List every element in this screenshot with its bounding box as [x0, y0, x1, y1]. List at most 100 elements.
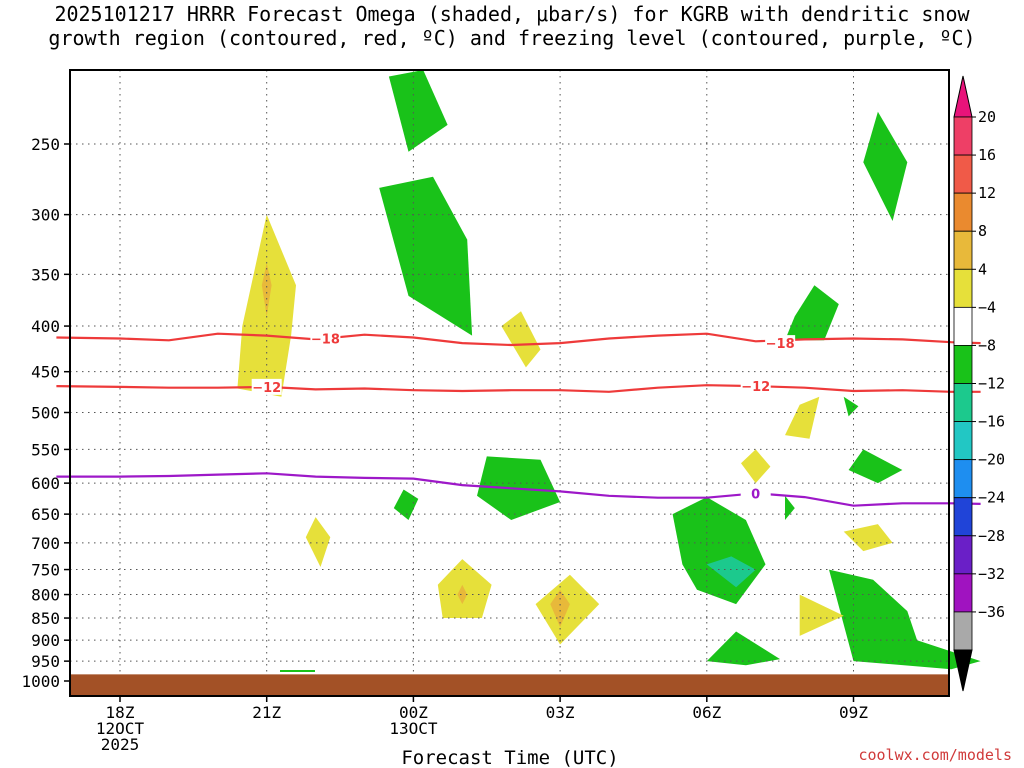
y-tick-label-850: 850 [31, 609, 60, 628]
omega-region-25 [550, 589, 570, 628]
omega-region-8 [843, 396, 859, 417]
colorbar-label-12: −28 [978, 527, 1005, 545]
plot-frame [69, 69, 950, 697]
colorbar-label-1: 20 [978, 108, 996, 126]
dendritic-contour-2-label-2: −12 [741, 380, 770, 395]
omega-region-20 [785, 396, 820, 439]
colorbar-swatch-6 [953, 306, 973, 346]
temperature-contours: −18 −18 −12 −12 0 [56, 330, 981, 507]
y-tick-label-1000: 1000 [21, 672, 60, 691]
omega-region-21 [843, 524, 893, 552]
y-tick-label-950: 950 [31, 652, 60, 671]
y-tick-label-350: 350 [31, 265, 60, 284]
y-tick-label-500: 500 [31, 404, 60, 423]
y-tick-label-250: 250 [31, 135, 60, 154]
x-axis-label: Forecast Time (UTC) [401, 747, 618, 768]
omega-region-12 [829, 569, 981, 670]
dendritic-contour-1-label-bg-2 [765, 335, 796, 352]
colorbar-swatch-3 [953, 192, 973, 232]
colorbar-swatch-7 [953, 345, 973, 384]
colorbar-swatch-10 [953, 459, 973, 499]
terrain-fill [70, 674, 949, 696]
chart-title: 2025101217 HRRR Forecast Omega (shaded, … [0, 2, 1024, 50]
x-tick-label-09Z-1: 09Z [839, 703, 868, 722]
omega-region-2 [379, 176, 473, 336]
omega-region-16 [501, 311, 541, 368]
omega-region-22 [799, 594, 844, 636]
colorbar-label-5: 4 [978, 260, 987, 278]
x-tick-label-03Z-1: 03Z [546, 703, 575, 722]
y-tick-label-450: 450 [31, 363, 60, 382]
y-tick-label-300: 300 [31, 206, 60, 225]
x-tick-label-00Z-2: 13OCT [389, 719, 438, 738]
y-tick-label-750: 750 [31, 561, 60, 580]
omega-region-15 [305, 517, 331, 567]
omega-region-19 [741, 449, 771, 484]
colorbar-swatch-12 [953, 535, 973, 575]
colorbar-top-arrow [953, 75, 973, 118]
title-line-2: growth region (contoured, red, ºC) and f… [48, 26, 976, 50]
colorbar-label-10: −20 [978, 451, 1005, 469]
x-tick-label-18Z-1: 18Z [106, 703, 135, 722]
dendritic-contour-2-label-1: −12 [252, 381, 281, 396]
colorbar-label-13: −32 [978, 565, 1005, 583]
dendritic-contour-1-line [56, 332, 981, 347]
omega-region-24 [457, 584, 468, 605]
colorbar-label-6: −4 [978, 298, 996, 316]
colorbar-swatch-14 [953, 611, 973, 651]
omega-region-3 [863, 111, 908, 221]
colorbar-label-9: −16 [978, 413, 1005, 431]
omega-region-17 [437, 559, 492, 618]
colorbar-label-8: −12 [978, 375, 1005, 393]
colorbar-label-14: −36 [978, 603, 1005, 621]
omega-region-4 [785, 285, 839, 341]
colorbar-label-4: 8 [978, 222, 987, 240]
dendritic-contour-2-label-bg-1 [251, 378, 282, 395]
omega-region-13 [706, 556, 756, 588]
y-tick-label-900: 900 [31, 631, 60, 650]
omega-shaded-regions [237, 70, 981, 670]
colorbar-bottom-arrow [953, 649, 973, 692]
y-tick-label-800: 800 [31, 586, 60, 605]
dendritic-contour-1-label-bg-1 [310, 330, 341, 347]
terrain [70, 670, 949, 696]
x-tick-label-06Z-1: 06Z [692, 703, 721, 722]
freezing-level-contour-label-bg-1 [740, 485, 771, 502]
credit-text: coolwx.com/models [858, 746, 1012, 764]
grid-lines [70, 70, 949, 696]
colorbar-swatch-9 [953, 421, 973, 461]
colorbar-label-3: 12 [978, 184, 996, 202]
y-tick-label-700: 700 [31, 534, 60, 553]
colorbar-swatch-8 [953, 383, 973, 422]
title-line-1: 2025101217 HRRR Forecast Omega (shaded, … [54, 2, 970, 26]
colorbar-swatch-11 [953, 497, 973, 537]
omega-region-23 [261, 263, 272, 317]
y-tick-label-550: 550 [31, 440, 60, 459]
dendritic-contour-1-label-1: −18 [311, 332, 340, 347]
omega-region-10 [785, 495, 795, 520]
omega-region-9 [672, 497, 766, 605]
colorbar-label-7: −8 [978, 336, 996, 354]
colorbar-label-11: −24 [978, 489, 1005, 507]
omega-region-7 [848, 449, 903, 484]
x-tick-label-18Z-3: 2025 [101, 735, 140, 754]
dendritic-contour-2-label-bg-2 [740, 378, 771, 395]
x-tick-label-21Z-1: 21Z [252, 703, 281, 722]
omega-region-6 [393, 489, 419, 520]
y-tick-label-400: 400 [31, 317, 60, 336]
y-tick-label-600: 600 [31, 474, 60, 493]
y-tick-label-650: 650 [31, 505, 60, 524]
colorbar-swatch-1 [953, 116, 973, 156]
freezing-level-contour-line [56, 472, 981, 507]
freezing-level-contour-label-1: 0 [751, 487, 760, 502]
colorbar: 20 16 12 8 4 −4 −8 −12 −16 −20 −24 −28 −32 −36 [953, 75, 1005, 692]
colorbar-swatch-5 [953, 268, 973, 308]
colorbar-label-2: 16 [978, 146, 996, 164]
dendritic-contour-2-line [56, 384, 981, 393]
dendritic-contour-1-label-2: −18 [766, 337, 795, 352]
omega-region-11 [706, 631, 781, 666]
x-tick-label-00Z-1: 00Z [399, 703, 428, 722]
colorbar-swatch-13 [953, 573, 973, 613]
